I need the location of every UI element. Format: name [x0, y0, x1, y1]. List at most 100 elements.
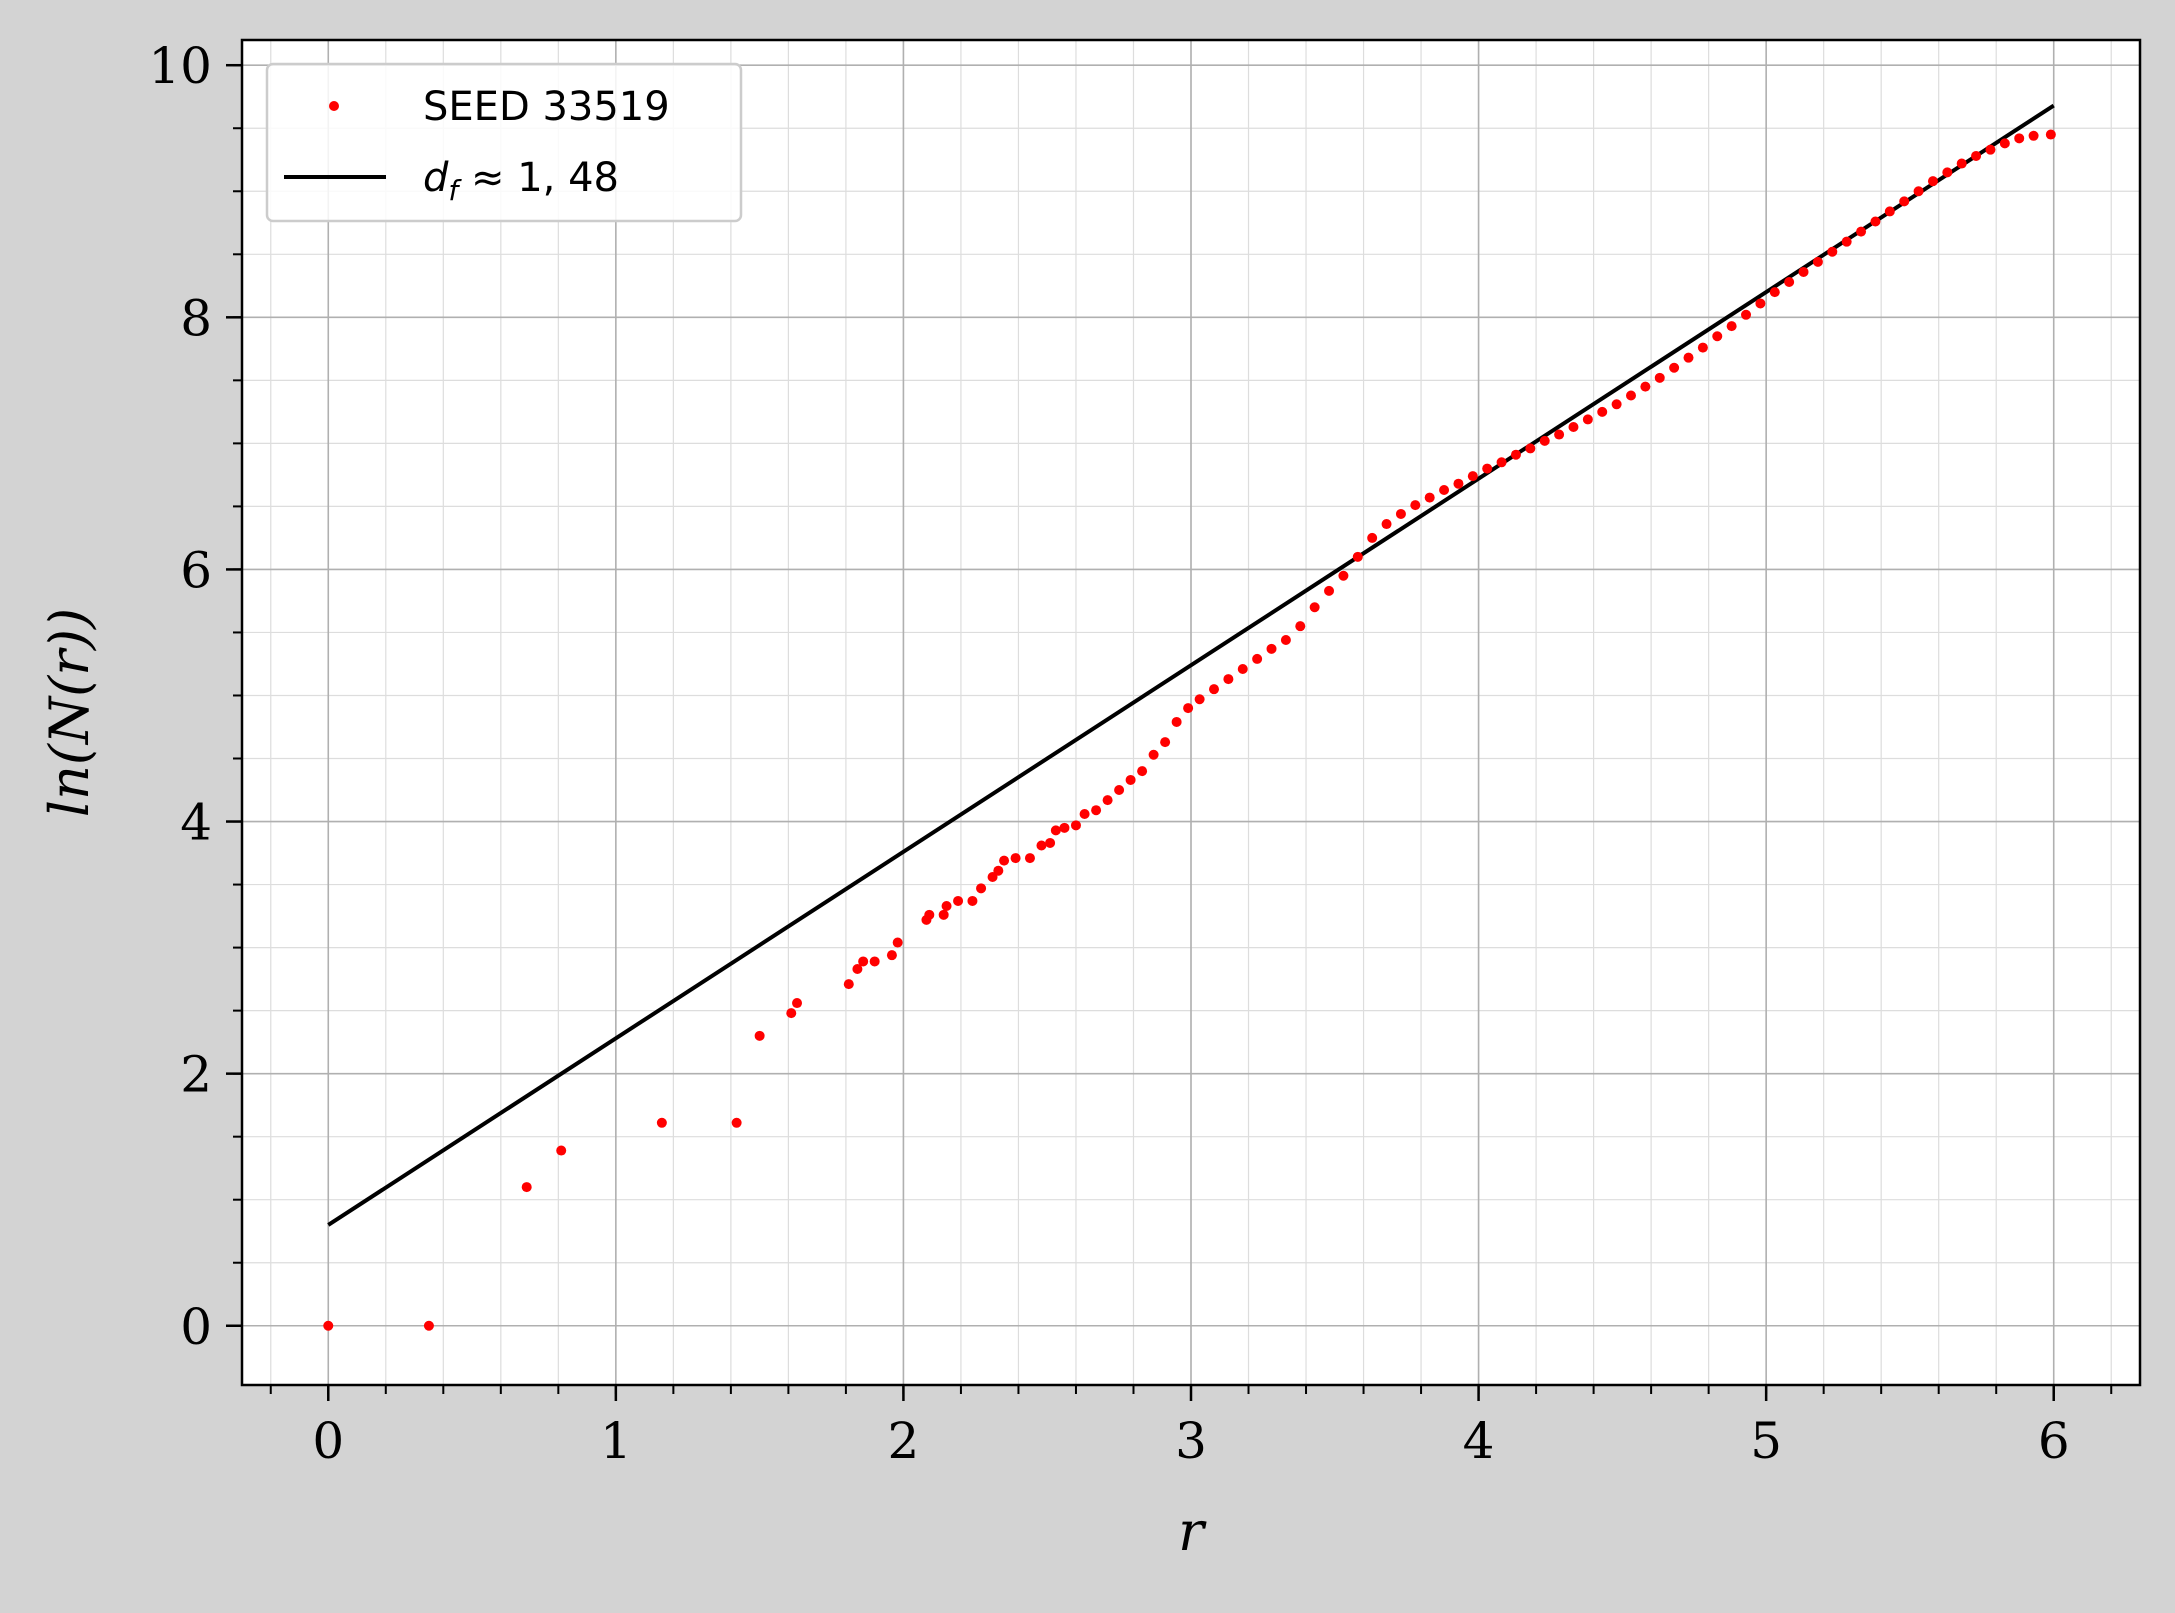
data-point	[1114, 785, 1125, 796]
fit-layer	[327, 103, 2055, 1227]
data-point	[1295, 621, 1306, 632]
data-point	[1582, 414, 1593, 425]
y-tick-label: 8	[180, 289, 212, 347]
data-point	[967, 895, 978, 906]
data-point	[1726, 321, 1737, 332]
fit-line	[327, 103, 2055, 1227]
x-tick-label: 2	[888, 1412, 920, 1470]
data-point	[1266, 643, 1277, 654]
data-point	[869, 956, 880, 967]
data-point	[843, 979, 854, 990]
data-point	[938, 909, 949, 920]
data-point	[1956, 158, 1967, 169]
data-point	[1280, 635, 1291, 646]
data-point	[1367, 532, 1378, 543]
data-point	[1510, 449, 1521, 460]
data-point	[1525, 443, 1536, 454]
y-tick-label: 4	[180, 794, 212, 852]
data-point	[2045, 129, 2056, 140]
points-layer	[323, 129, 2056, 1331]
data-point	[1237, 664, 1248, 675]
data-point	[1171, 716, 1182, 727]
data-point	[1496, 457, 1507, 468]
data-point	[1755, 298, 1766, 309]
data-point	[1102, 795, 1113, 806]
data-point	[1927, 176, 1938, 187]
data-point	[1059, 822, 1070, 833]
data-point	[858, 956, 869, 967]
legend-label-seed: SEED 33519	[423, 84, 670, 130]
x-tick-label: 3	[1175, 1412, 1207, 1470]
x-tick-label: 0	[312, 1412, 344, 1470]
data-point	[987, 872, 998, 883]
x-tick-label: 1	[600, 1412, 632, 1470]
data-point	[1999, 138, 2010, 149]
data-point	[1467, 471, 1478, 482]
data-point	[792, 998, 803, 1009]
data-point	[1827, 246, 1838, 257]
data-point	[1050, 825, 1061, 836]
data-point	[1712, 331, 1723, 342]
data-point	[1045, 837, 1056, 848]
data-point	[1611, 399, 1622, 410]
data-point	[1769, 287, 1780, 298]
data-point	[1654, 372, 1665, 383]
x-tick-label: 6	[2038, 1412, 2070, 1470]
data-point	[323, 1320, 334, 1331]
data-point	[924, 909, 935, 920]
data-point	[1870, 216, 1881, 227]
data-point	[423, 1320, 434, 1331]
data-point	[892, 937, 903, 948]
data-point	[1942, 167, 1953, 178]
data-point	[1079, 808, 1090, 819]
data-point	[1625, 390, 1636, 401]
data-point	[754, 1030, 765, 1041]
x-tick-label: 4	[1463, 1412, 1495, 1470]
data-point	[731, 1117, 742, 1128]
data-point	[1252, 653, 1263, 664]
data-point	[1697, 342, 1708, 353]
legend-label-fit: df ≈ 1, 48	[423, 155, 619, 207]
data-point	[1439, 485, 1450, 496]
y-tick-label: 10	[148, 37, 212, 95]
data-point	[993, 865, 1004, 876]
y-axis-label: ln(N(r))	[38, 608, 101, 817]
data-point	[1137, 766, 1148, 777]
legend-marker-seed	[329, 101, 339, 111]
data-point	[656, 1117, 667, 1128]
data-point	[2014, 133, 2025, 144]
data-point	[1183, 703, 1194, 714]
x-axis-label: r	[1178, 1500, 1207, 1563]
data-point	[1913, 186, 1924, 197]
legend: SEED 33519 df ≈ 1, 48	[265, 62, 743, 223]
data-point	[1899, 196, 1910, 207]
data-point	[953, 895, 964, 906]
y-tick-label: 0	[180, 1298, 212, 1356]
x-tick-label: 5	[1750, 1412, 1782, 1470]
data-point	[1223, 674, 1234, 685]
data-point	[1352, 551, 1363, 562]
data-point	[1884, 206, 1895, 217]
data-point	[1554, 429, 1565, 440]
data-point	[1812, 256, 1823, 267]
data-point	[976, 883, 987, 894]
data-point	[1784, 277, 1795, 288]
data-point	[1841, 236, 1852, 247]
data-point	[1424, 492, 1435, 503]
data-point	[1395, 508, 1406, 519]
data-point	[1597, 406, 1608, 417]
data-point	[1070, 820, 1081, 831]
data-point	[886, 950, 897, 961]
data-point	[1856, 226, 1867, 237]
data-point	[1309, 602, 1320, 613]
legend-box	[265, 62, 743, 223]
data-point	[1453, 478, 1464, 489]
data-point	[1148, 749, 1159, 760]
data-point	[1971, 150, 1982, 161]
data-point	[1482, 463, 1493, 474]
data-point	[1125, 774, 1136, 785]
data-point	[999, 855, 1010, 866]
data-point	[1985, 144, 1996, 155]
ticks-layer	[226, 63, 2113, 1401]
data-point	[1024, 853, 1035, 864]
